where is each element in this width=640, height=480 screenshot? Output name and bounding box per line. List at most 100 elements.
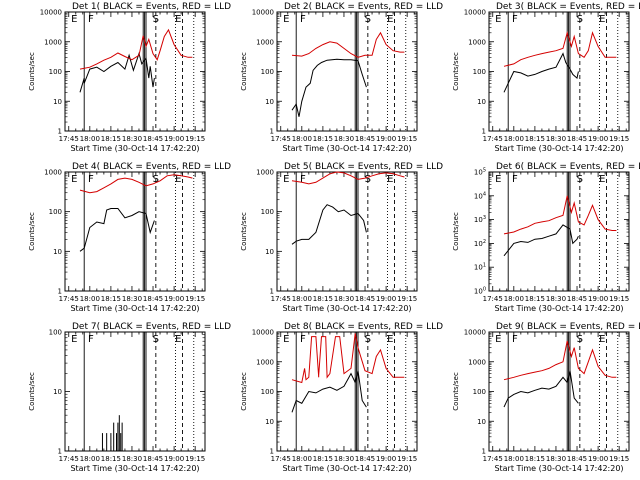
plot-frame	[64, 171, 206, 292]
events-series-line	[291, 58, 367, 117]
x-tick-label: 19:00	[164, 295, 184, 303]
lld-series-line	[79, 174, 193, 194]
x-tick-label: 19:15	[397, 295, 417, 303]
events-series-line	[503, 224, 579, 257]
x-tick-label: 17:45	[483, 295, 503, 303]
plot-frame	[64, 331, 206, 452]
x-tick-label: 18:45	[567, 295, 587, 303]
y-tick-label: 10000	[252, 329, 274, 337]
x-tick-label: 18:15	[313, 295, 333, 303]
x-tick-label: 18:15	[101, 295, 121, 303]
marker-letter: F	[88, 14, 94, 25]
marker-letter: E	[71, 334, 77, 345]
marker-letter: S	[365, 14, 371, 25]
x-tick-label: 18:30	[122, 295, 142, 303]
events-series-line	[503, 52, 579, 93]
x-tick-label: 18:30	[334, 295, 354, 303]
events-series-line	[291, 370, 367, 413]
detector-panel-4: Det 4( BLACK = Events, RED = LLD Counts/s…	[28, 162, 231, 313]
x-axis-label: Start Time (30-Oct-14 17:42:20)	[282, 144, 411, 153]
y-tick-label: 10	[477, 418, 486, 426]
detector-panel-7: Det 7( BLACK = Events, RED = LLD Counts/s…	[28, 322, 231, 473]
y-tick-label: 100	[49, 68, 62, 76]
marker-letter: E	[387, 334, 393, 345]
y-tick-label: 1	[270, 128, 274, 136]
detector-panel-3: Det 3( BLACK = Events, RED = LLD Counts/s…	[452, 2, 640, 153]
x-axis-label: Start Time (30-Oct-14 17:42:20)	[70, 464, 199, 473]
x-tick-label: 18:30	[122, 455, 142, 463]
x-axis-label: Start Time (30-Oct-14 17:42:20)	[70, 304, 199, 313]
y-tick-label: 1000	[256, 38, 274, 46]
x-tick-label: 18:15	[101, 455, 121, 463]
x-tick-label: 18:00	[292, 135, 312, 143]
x-tick-label: 18:30	[546, 455, 566, 463]
y-tick-label: 10	[477, 98, 486, 106]
x-tick-label: 18:45	[143, 295, 163, 303]
y-tick-label: 1	[58, 128, 62, 136]
x-tick-label: 19:15	[609, 455, 629, 463]
panel-title: Det 7( BLACK = Events, RED = LLD	[72, 322, 231, 332]
x-tick-label: 19:15	[397, 455, 417, 463]
marker-letter: E	[599, 334, 605, 345]
x-axis-label: Start Time (30-Oct-14 17:42:20)	[282, 464, 411, 473]
y-tick-label: 10	[265, 418, 274, 426]
x-tick-label: 19:00	[164, 455, 184, 463]
detector-panel-2: Det 2( BLACK = Events, RED = LLD Counts/s…	[240, 2, 443, 153]
x-tick-label: 19:00	[588, 455, 608, 463]
y-tick-label: 1	[58, 288, 62, 296]
y-tick-label: 1000	[468, 358, 486, 366]
x-axis-label: Start Time (30-Oct-14 17:42:20)	[70, 144, 199, 153]
lld-series-line	[291, 171, 405, 185]
x-tick-label: 18:15	[525, 455, 545, 463]
marker-letter: S	[153, 334, 159, 345]
panel-title: Det 5( BLACK = Events, RED = LLD	[284, 162, 443, 172]
marker-letter: S	[365, 334, 371, 345]
y-tick-label: 10	[53, 388, 62, 396]
y-axis-label: Counts/sec	[240, 52, 248, 91]
x-tick-label: 19:15	[609, 135, 629, 143]
x-tick-label: 19:00	[588, 135, 608, 143]
events-series-line	[79, 208, 155, 252]
x-tick-label: 19:00	[588, 295, 608, 303]
y-tick-label: 10	[265, 248, 274, 256]
marker-letter: F	[88, 334, 94, 345]
marker-letter: E	[495, 174, 501, 185]
panel-title: Det 2( BLACK = Events, RED = LLD	[284, 2, 443, 12]
y-tick-label: 100	[261, 68, 274, 76]
events-series-line	[79, 51, 155, 93]
y-tick-label: 1	[270, 288, 274, 296]
y-axis-label: Counts/sec	[452, 212, 460, 251]
x-axis-label: Start Time (30-Oct-14 17:42:20)	[494, 464, 623, 473]
plot-frame	[276, 171, 418, 292]
plot-frame	[488, 331, 630, 452]
y-tick-label: 1000	[256, 358, 274, 366]
y-axis-label: Counts/sec	[28, 52, 36, 91]
x-tick-label: 18:15	[525, 135, 545, 143]
x-tick-label: 18:15	[101, 135, 121, 143]
x-tick-label: 18:45	[143, 135, 163, 143]
marker-letter: S	[577, 14, 583, 25]
y-tick-label: 10	[53, 248, 62, 256]
x-tick-label: 17:45	[271, 455, 291, 463]
marker-letter: E	[283, 14, 289, 25]
x-axis-label: Start Time (30-Oct-14 17:42:20)	[282, 304, 411, 313]
x-tick-label: 19:15	[609, 295, 629, 303]
y-tick-label: 1000	[468, 38, 486, 46]
y-axis-label: Counts/sec	[240, 212, 248, 251]
marker-letter: E	[175, 334, 181, 345]
y-tick-label: 100	[261, 388, 274, 396]
x-tick-label: 18:00	[292, 455, 312, 463]
y-tick-label: 1	[58, 448, 62, 456]
events-series-line	[291, 204, 367, 245]
x-tick-label: 18:45	[567, 135, 587, 143]
marker-letter: E	[71, 174, 77, 185]
marker-letter: F	[300, 14, 306, 25]
marker-letter: E	[283, 334, 289, 345]
y-tick-label: 1000	[44, 38, 62, 46]
detector-panel-5: Det 5( BLACK = Events, RED = LLD Counts/s…	[240, 162, 443, 313]
y-tick-label: 100	[473, 388, 486, 396]
y-tick-label: 100	[49, 329, 62, 337]
marker-letter: F	[512, 14, 518, 25]
x-tick-label: 19:15	[185, 135, 205, 143]
